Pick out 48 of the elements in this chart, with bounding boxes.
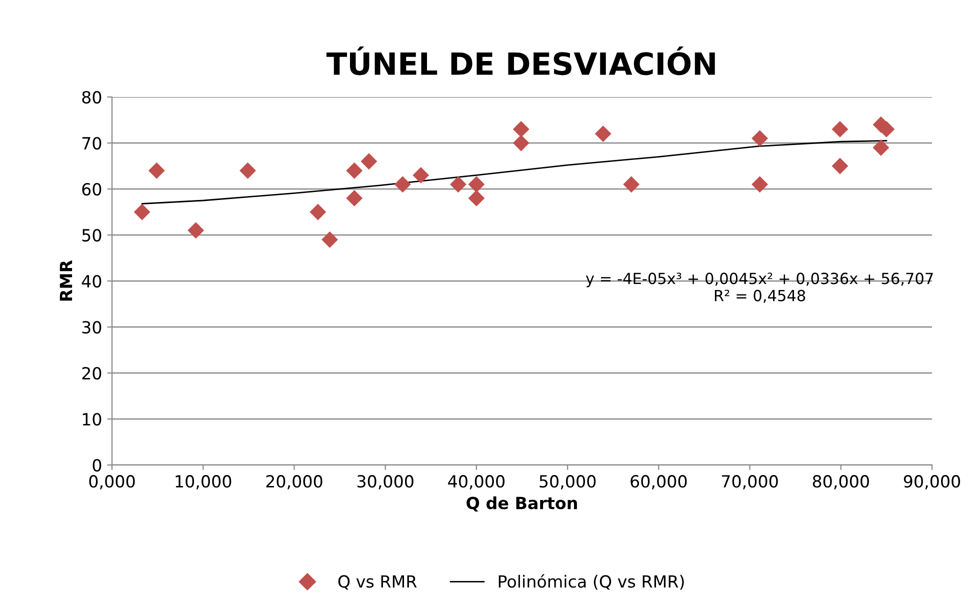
point: [346, 162, 363, 179]
x-tick-label: 40,000: [448, 475, 504, 490]
y-tick-label: 60: [82, 182, 102, 196]
legend-label: Polinómica (Q vs RMR): [498, 574, 684, 590]
y-tick-label: 40: [82, 274, 102, 288]
point: [134, 204, 150, 220]
point: [450, 176, 466, 193]
chart-title: TÚNEL DE DESVIACIÓN: [326, 46, 715, 76]
point: [512, 134, 530, 152]
point: [148, 162, 165, 179]
x-tick-label: 0,000: [89, 475, 135, 490]
point: [346, 190, 363, 206]
point: [872, 139, 890, 156]
annotation: y = -4E-05x³ + 0,0045x² + 0,0336x + 56,707 R² = 0,4548: [586, 272, 933, 303]
point: [412, 166, 430, 184]
y-axis-title: RMR: [60, 260, 72, 301]
x-tick-label: 90,000: [904, 475, 960, 490]
point: [468, 190, 485, 206]
point: [468, 176, 485, 193]
point: [752, 176, 768, 193]
y-tick-label: 70: [82, 136, 102, 150]
point: [394, 176, 411, 193]
point: [310, 204, 326, 220]
y-tick-label: 80: [82, 90, 102, 104]
y-tick-label: 30: [82, 320, 102, 334]
point: [623, 176, 640, 193]
y-tick-label: 0: [92, 458, 102, 472]
point: [240, 162, 256, 179]
point: [832, 120, 848, 138]
x-tick-label: 20,000: [266, 475, 322, 490]
x-axis-title: Q de Barton: [466, 496, 577, 512]
point: [322, 231, 338, 248]
y-tick-label: 20: [82, 366, 102, 380]
point: [752, 130, 768, 147]
point: [360, 153, 378, 170]
legend-label: Q vs RMR: [338, 575, 417, 590]
x-tick-label: 10,000: [176, 475, 232, 490]
y-tick-label: 10: [82, 412, 102, 426]
x-tick-label: 30,000: [357, 475, 414, 490]
point: [594, 126, 612, 142]
x-tick-label: 50,000: [540, 475, 596, 490]
x-tick-label: 60,000: [630, 475, 687, 490]
point: [188, 222, 204, 239]
point: [512, 120, 530, 138]
point: [832, 158, 848, 174]
x-tick-label: 80,000: [812, 475, 869, 490]
x-tick-label: 70,000: [722, 475, 778, 490]
y-tick-label: 50: [82, 228, 102, 242]
